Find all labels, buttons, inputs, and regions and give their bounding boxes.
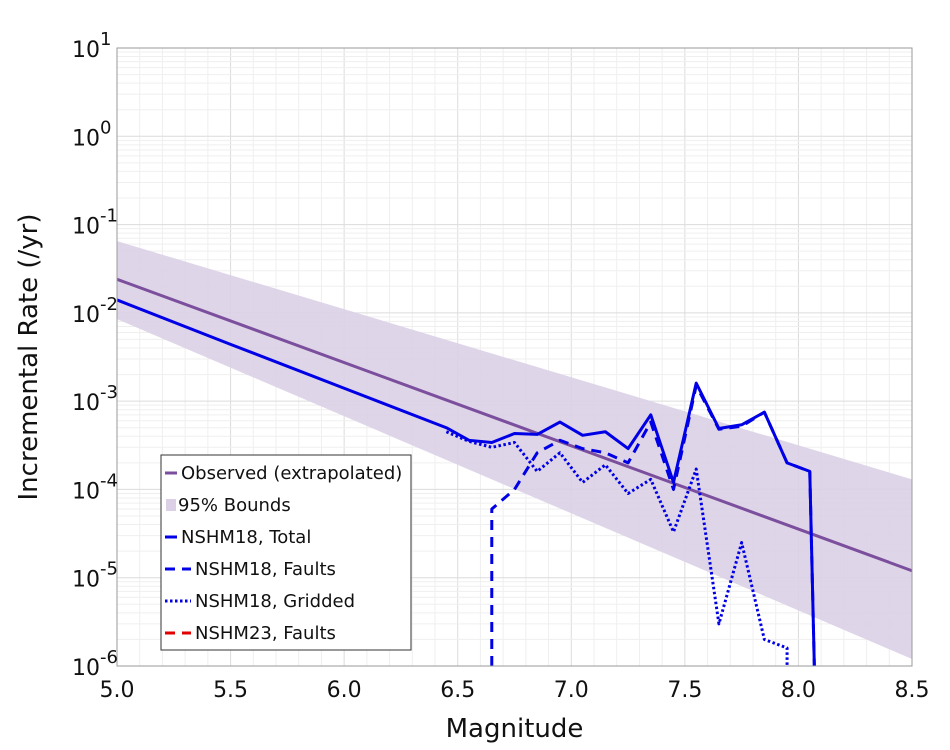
legend-box xyxy=(160,454,412,651)
legend-label: NSHM23, Faults xyxy=(195,623,336,644)
y-tick-labels: 10-6 10-5 10-4 10-3 10-2 10-1 100 101 xyxy=(72,29,118,681)
bounds-band-layer xyxy=(117,241,912,660)
x-tick-label: 7.5 xyxy=(667,678,702,703)
y-tick-label: 101 xyxy=(72,29,111,63)
x-tick-label: 7.0 xyxy=(554,678,589,703)
series-layer xyxy=(116,277,913,667)
x-tick-label: 8.0 xyxy=(781,678,816,703)
legend-label: 95% Bounds xyxy=(178,495,291,516)
y-tick-label: 10-6 xyxy=(72,647,118,681)
bounds-band xyxy=(117,241,912,660)
legend: Observed (extrapolated) 95% Bounds NSHM18,… xyxy=(160,454,412,651)
y-axis-title: Incremental Rate (/yr) xyxy=(14,214,44,501)
legend-label: NSHM18, Faults xyxy=(195,559,336,580)
series-line-nshm18-total xyxy=(116,298,816,667)
y-tick-label: 100 xyxy=(72,117,111,151)
x-tick-label: 6.5 xyxy=(440,678,475,703)
legend-label: NSHM18, Gridded xyxy=(195,591,355,612)
x-tick-label: 5.5 xyxy=(213,678,248,703)
legend-label: NSHM18, Total xyxy=(181,527,311,548)
y-tick-label: 10-3 xyxy=(72,382,118,416)
series-line-observed-extrapolated xyxy=(116,277,913,573)
y-tick-label: 10-1 xyxy=(72,206,118,240)
x-tick-label: 6.0 xyxy=(327,678,362,703)
legend-label: Observed (extrapolated) xyxy=(181,463,402,484)
y-tick-label: 10-2 xyxy=(72,294,118,328)
y-tick-label: 10-5 xyxy=(72,559,118,593)
x-axis-title: Magnitude xyxy=(446,714,584,744)
x-tick-label: 8.5 xyxy=(895,678,930,703)
x-tick-labels: 5.0 5.5 6.0 6.5 7.0 7.5 8.0 8.5 xyxy=(100,678,930,703)
series-line-nshm18-gridded xyxy=(445,430,789,666)
x-tick-label: 5.0 xyxy=(100,678,135,703)
plot-area-frame xyxy=(116,47,913,667)
legend-swatch xyxy=(166,499,176,511)
y-tick-label: 10-4 xyxy=(72,470,118,504)
